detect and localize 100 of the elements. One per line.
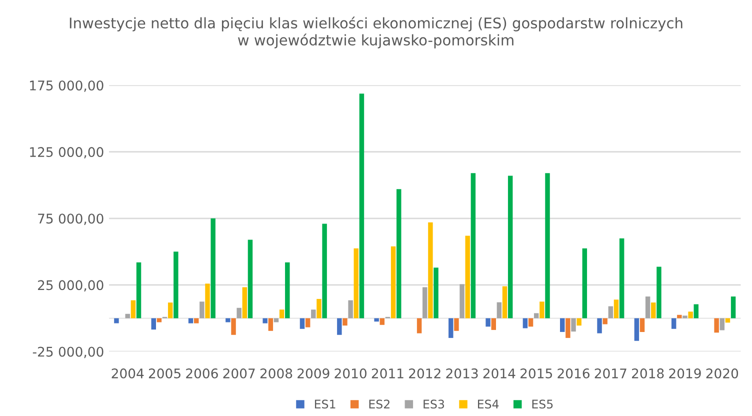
x-tick-label: 2009	[298, 368, 330, 378]
bar	[274, 318, 279, 322]
y-tick-label: 125 000,00	[30, 147, 104, 158]
bar	[434, 268, 438, 318]
bar	[582, 248, 588, 318]
bar	[608, 306, 614, 318]
bar	[671, 318, 676, 329]
bar	[619, 238, 624, 318]
bar	[114, 318, 119, 324]
x-tick-label: 2016	[558, 368, 590, 378]
bar	[496, 302, 502, 318]
bar	[236, 308, 242, 318]
bar	[300, 318, 305, 329]
bar	[130, 300, 136, 318]
bar	[576, 318, 582, 326]
x-tick-label: 2011	[372, 368, 404, 378]
bar	[242, 287, 248, 318]
x-tick-label: 2005	[148, 368, 180, 378]
bar	[602, 318, 608, 324]
x-tick-label: 2018	[632, 368, 664, 378]
bar	[725, 318, 730, 323]
x-tick-label: 2007	[223, 368, 255, 378]
y-tick-label: -25 000,00	[32, 346, 104, 358]
bar	[311, 310, 316, 318]
bar	[448, 318, 454, 338]
bar	[470, 173, 476, 318]
bar	[486, 318, 490, 327]
bar	[136, 262, 142, 318]
bar	[205, 284, 210, 318]
bar	[465, 236, 470, 318]
bar	[374, 318, 379, 322]
bar	[566, 318, 570, 338]
legend-label: ES2	[369, 400, 390, 409]
bar	[534, 313, 539, 318]
bar	[305, 318, 310, 328]
bar	[688, 312, 693, 318]
x-tick-label: 2008	[260, 368, 292, 378]
x-tick-label: 2012	[409, 368, 440, 378]
x-tick-label: 2004	[112, 368, 144, 378]
bar	[174, 252, 178, 318]
bar	[645, 296, 650, 318]
bar	[226, 318, 230, 322]
bar	[390, 246, 396, 318]
x-tick-label: 2015	[520, 368, 552, 378]
bar	[151, 318, 156, 330]
bar	[640, 318, 645, 332]
bar	[188, 318, 194, 324]
bar	[354, 248, 359, 318]
bar	[694, 304, 698, 318]
y-tick-label: 75 000,00	[38, 214, 104, 225]
bar	[200, 302, 204, 318]
bar	[210, 218, 216, 318]
y-tick-label: 25 000,00	[38, 280, 104, 292]
bar	[656, 266, 662, 318]
bar	[560, 318, 565, 332]
bar	[428, 222, 433, 318]
legend-label: ES4	[478, 400, 499, 409]
y-tick-label: 175 000,00	[30, 80, 104, 92]
bar	[540, 302, 544, 318]
x-tick-label: 2013	[446, 368, 478, 378]
bar	[634, 318, 640, 341]
bar	[248, 240, 253, 318]
bar	[571, 318, 576, 332]
bar	[316, 298, 322, 318]
bar	[597, 318, 602, 334]
bar	[651, 302, 656, 318]
bar	[614, 300, 619, 318]
bar	[348, 300, 353, 318]
bar	[508, 176, 513, 318]
bar	[285, 262, 290, 318]
bar	[502, 286, 508, 318]
bar	[380, 318, 385, 325]
bar	[528, 318, 534, 327]
chart-title: Inwestycje netto dla pięciu klas wielkości ekonomicznej (ES) gospodarstw rolniczych w województwie kujawsko-pomorskim	[70, 16, 682, 48]
bar	[491, 318, 496, 330]
bar	[337, 318, 342, 335]
bar	[677, 314, 682, 318]
bar	[231, 318, 236, 335]
legend-label: ES5	[532, 400, 553, 409]
bar	[545, 173, 550, 318]
x-tick-label: 2010	[334, 368, 366, 378]
bar	[422, 287, 428, 318]
bar	[720, 318, 725, 330]
legend-label: ES1	[314, 400, 336, 409]
bar	[522, 318, 528, 328]
bar	[359, 94, 364, 318]
x-tick-label: 2017	[594, 368, 626, 378]
bar	[682, 316, 688, 318]
bar	[730, 296, 736, 318]
bar	[156, 318, 162, 322]
legend-label: ES3	[424, 400, 444, 409]
x-tick-label: 2020	[706, 368, 738, 378]
bar	[460, 284, 464, 318]
bar	[454, 318, 459, 331]
bar	[194, 318, 199, 324]
bar	[168, 302, 173, 318]
x-tick-label: 2014	[483, 368, 516, 378]
bar	[396, 189, 402, 318]
bar	[322, 224, 327, 318]
x-tick-label: 2006	[186, 368, 218, 378]
